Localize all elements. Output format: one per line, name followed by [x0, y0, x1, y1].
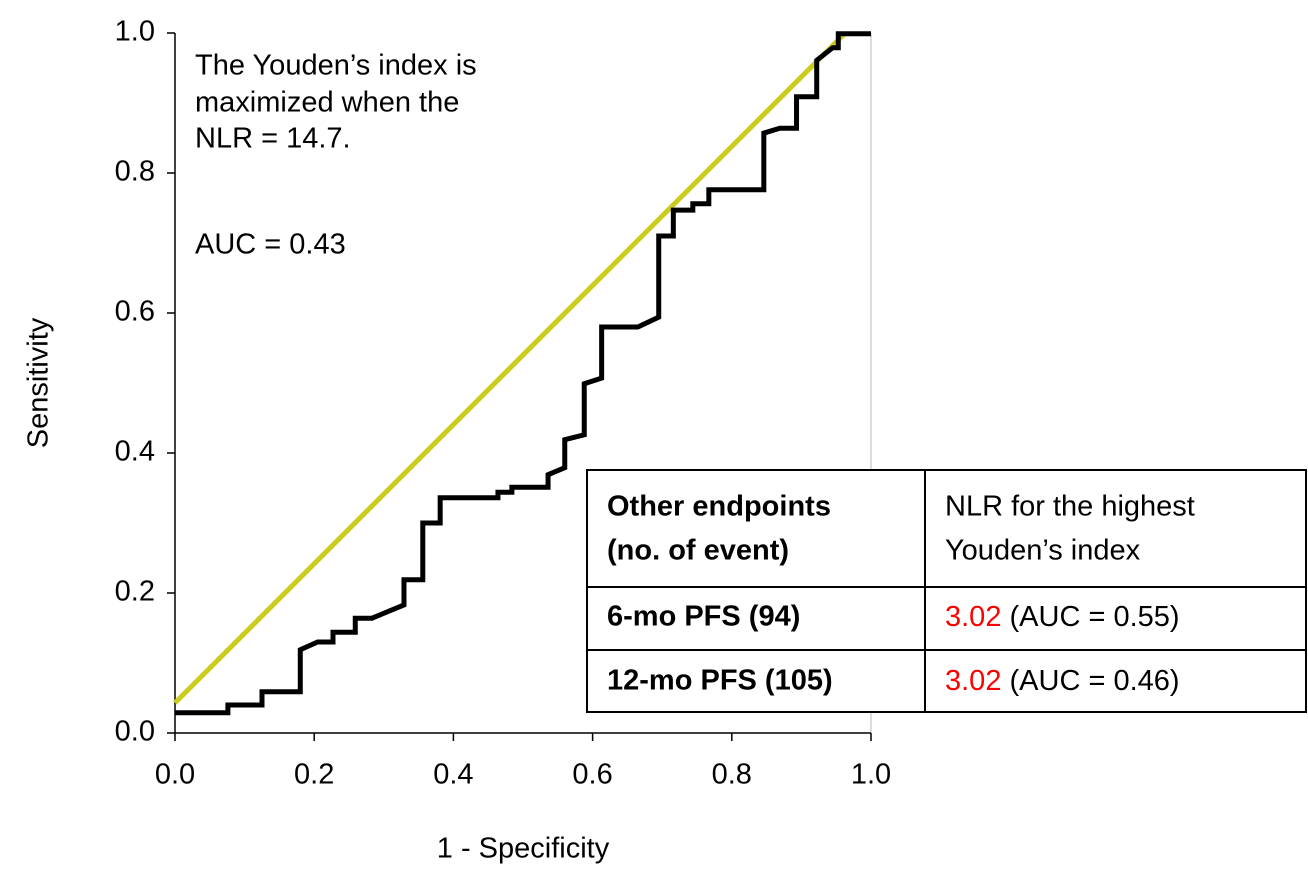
plot: 0.0 0.2 0.4 0.6 0.8 1.0 0.0 0.2 0.4 0.6 0.8 1.0	[115, 16, 891, 791]
table-header: Other endpoints	[607, 491, 831, 523]
auc-value: (AUC = 0.46)	[1010, 665, 1180, 697]
y-tick-label: 0.0	[115, 716, 155, 748]
x-tick-label: 0.0	[155, 759, 195, 791]
annotation: NLR = 14.7.	[195, 123, 351, 155]
table-header: NLR for the highest	[945, 491, 1195, 523]
nlr-value: 3.02	[945, 601, 1001, 633]
table: Other endpoints (no. of event) NLR for t…	[586, 469, 1307, 713]
table-border	[586, 469, 1307, 713]
annotation: The Youden’s index is	[195, 50, 477, 82]
x-tick-label: 0.8	[712, 759, 752, 791]
x-axis-label: 1 - Specificity	[437, 833, 610, 865]
series-line	[175, 31, 871, 716]
x-tick-label: 0.4	[433, 759, 473, 791]
table-header: Youden’s index	[945, 535, 1141, 567]
annotation: AUC = 0.43	[195, 229, 346, 261]
table-cell: 3.02 (AUC = 0.55)	[945, 601, 1180, 633]
x-tick-label: 0.2	[294, 759, 334, 791]
x-tick-label: 0.6	[572, 759, 612, 791]
table-header: (no. of event)	[607, 535, 789, 567]
table-cell: 6-mo PFS (94)	[607, 601, 800, 633]
series-line	[173, 31, 848, 705]
y-tick-label: 0.2	[115, 576, 155, 608]
y-tick-label: 1.0	[115, 16, 155, 48]
y-tick-label: 0.4	[115, 436, 155, 468]
auc-value: (AUC = 0.55)	[1010, 601, 1180, 633]
nlr-value: 3.02	[945, 665, 1001, 697]
table-cell: 12-mo PFS (105)	[607, 665, 833, 697]
x-tick-label: 1.0	[851, 759, 891, 791]
y-axis-label: Sensitivity	[23, 317, 55, 448]
y-tick-label: 0.6	[115, 296, 155, 328]
table-cell: 3.02 (AUC = 0.46)	[945, 665, 1180, 697]
annotation: maximized when the	[195, 87, 459, 119]
y-tick-label: 0.8	[115, 156, 155, 188]
